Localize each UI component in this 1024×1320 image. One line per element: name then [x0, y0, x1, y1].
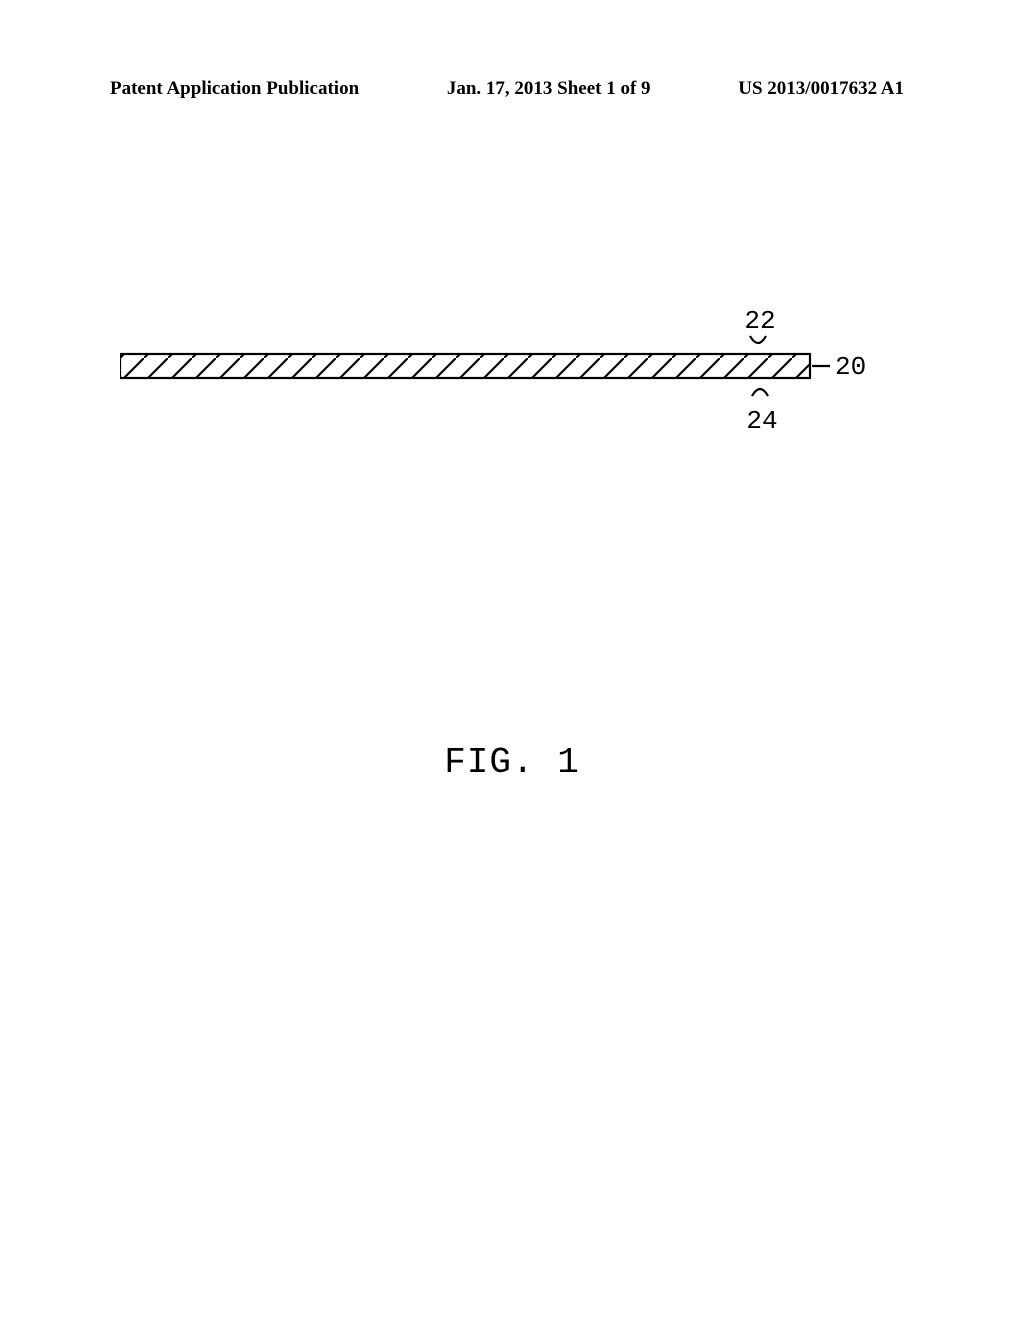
header-center: Jan. 17, 2013 Sheet 1 of 9 [447, 78, 651, 100]
ref-20: 20 [835, 352, 866, 382]
figure-caption: FIG. 1 [0, 742, 1024, 783]
substrate-layer [120, 354, 810, 378]
ref-24: 24 [746, 406, 777, 436]
ref-22: 22 [744, 310, 775, 336]
header-left: Patent Application Publication [110, 78, 359, 100]
figure-1: 22 20 24 [120, 310, 880, 470]
header-right: US 2013/0017632 A1 [738, 78, 904, 100]
leader-24 [752, 389, 768, 396]
figure-svg: 22 20 24 [120, 310, 880, 470]
page-header: Patent Application Publication Jan. 17, … [0, 78, 1024, 100]
leader-22 [750, 336, 766, 343]
